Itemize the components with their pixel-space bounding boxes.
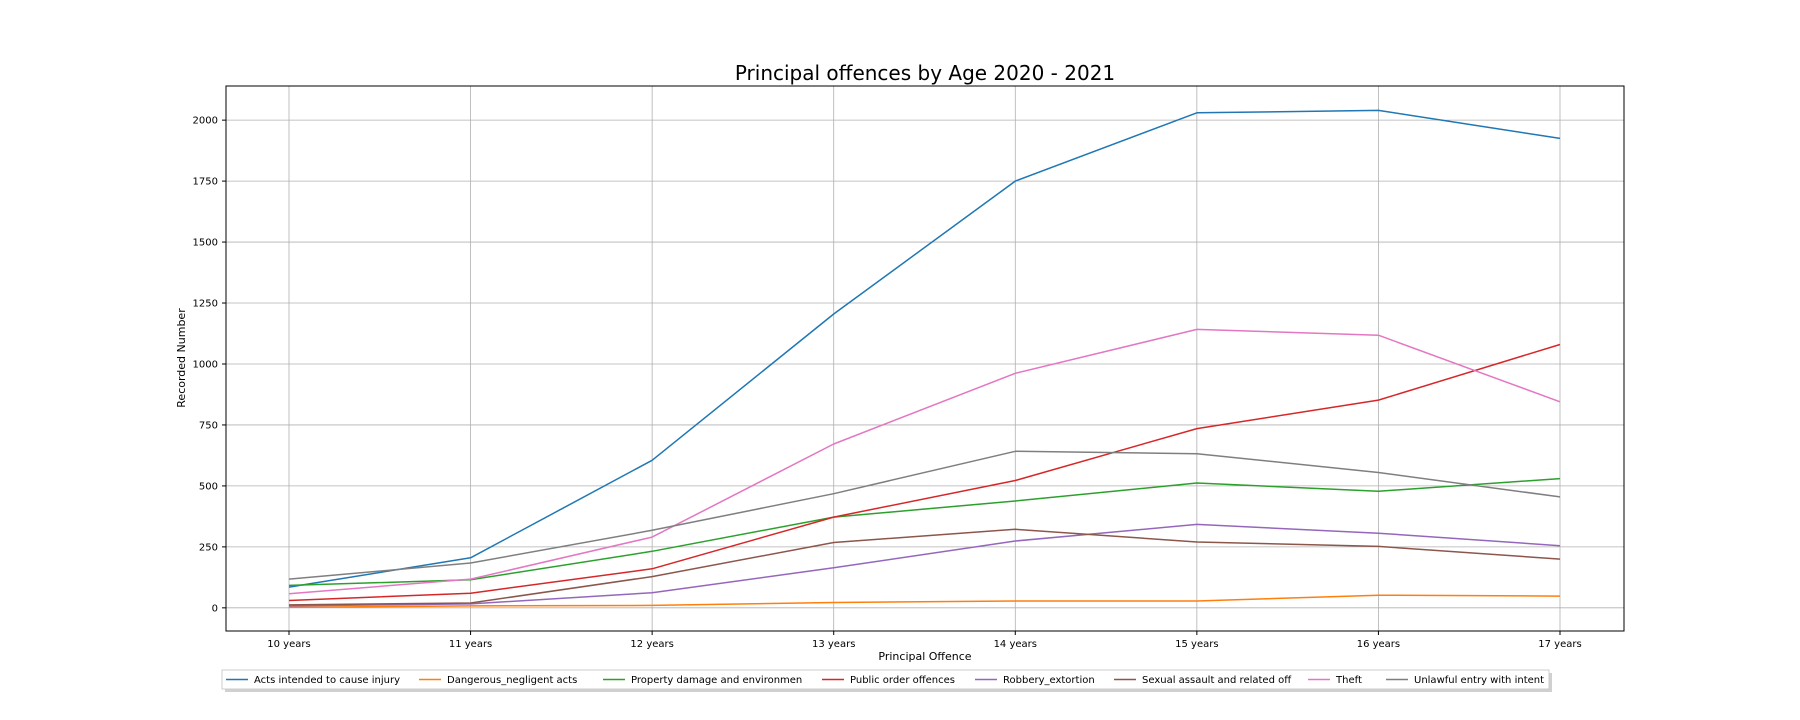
legend-items: Acts intended to cause injury Dangerous_n… xyxy=(226,675,1544,686)
legend-label: Theft xyxy=(1335,675,1362,686)
series-line-0 xyxy=(288,109,1561,588)
legend-box xyxy=(221,669,1550,690)
y-tick-label: 0 xyxy=(212,603,218,614)
series-line-3 xyxy=(288,343,1561,602)
legend-label: Public order offences xyxy=(850,675,955,686)
x-tick-label: 12 years xyxy=(630,639,673,650)
series-line-1 xyxy=(288,594,1561,609)
y-axis-ticks: 0 250 500 750 1000 1250 1500 1750 2000 xyxy=(193,116,226,614)
x-tick-label: 11 years xyxy=(449,639,492,650)
y-tick-label: 250 xyxy=(199,542,218,553)
x-axis-ticks: 10 years 11 years 12 years 13 years 14 years… xyxy=(267,631,1582,650)
y-axis-label: Recorded Number xyxy=(175,308,188,408)
legend-label: Property damage and environmen xyxy=(631,675,802,686)
x-tick-label: 13 years xyxy=(812,639,855,650)
series-layer xyxy=(288,109,1561,609)
legend-label: Unlawful entry with intent xyxy=(1414,675,1544,686)
series-line-4 xyxy=(288,523,1561,607)
x-tick-label: 16 years xyxy=(1357,639,1400,650)
grid-layer xyxy=(226,86,1624,631)
y-tick-label: 750 xyxy=(199,420,218,431)
series-line-7 xyxy=(288,450,1561,580)
y-tick-label: 1500 xyxy=(193,238,218,249)
x-tick-label: 14 years xyxy=(994,639,1037,650)
series-line-5 xyxy=(288,528,1561,606)
y-tick-label: 1250 xyxy=(193,299,218,310)
y-tick-label: 1000 xyxy=(193,359,218,370)
legend: Acts intended to cause injury Dangerous_n… xyxy=(221,669,1552,692)
y-tick-label: 2000 xyxy=(193,116,218,127)
x-tick-label: 10 years xyxy=(267,639,310,650)
legend-label: Acts intended to cause injury xyxy=(254,675,400,686)
series-line-2 xyxy=(288,477,1561,587)
x-axis-label: Principal Offence xyxy=(878,650,971,663)
chart-title: Principal offences by Age 2020 - 2021 xyxy=(735,61,1115,85)
y-tick-label: 1750 xyxy=(193,177,218,188)
legend-label: Sexual assault and related off xyxy=(1142,675,1292,686)
legend-label: Dangerous_negligent acts xyxy=(447,675,577,686)
series-line-6 xyxy=(288,328,1561,595)
legend-label: Robbery_extortion xyxy=(1003,675,1095,686)
x-tick-label: 17 years xyxy=(1538,639,1581,650)
x-tick-label: 15 years xyxy=(1175,639,1218,650)
y-tick-label: 500 xyxy=(199,481,218,492)
plot-frame xyxy=(225,85,1625,632)
